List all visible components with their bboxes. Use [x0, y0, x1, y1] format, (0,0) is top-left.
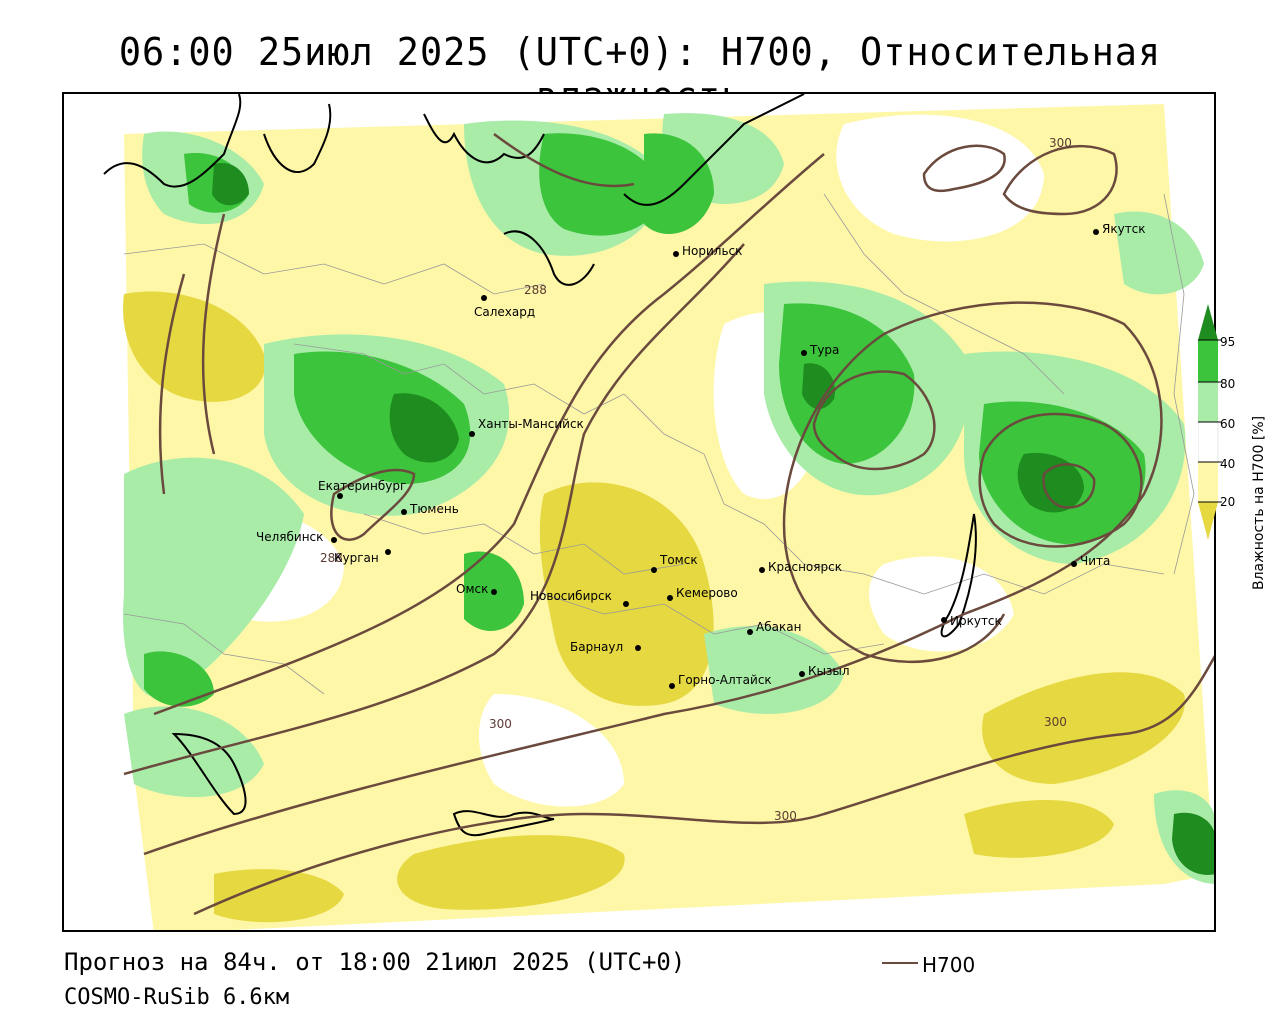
city-irkutsk: Иркутск — [941, 614, 1002, 628]
city-kemerovo: Кемерово — [667, 586, 738, 601]
city-label: Кызыл — [808, 664, 850, 678]
colorbar-title: Влажность на H700 [%] — [1251, 416, 1267, 590]
h700-legend-label: H700 — [922, 953, 976, 977]
h700-legend-line — [882, 962, 918, 964]
city-kurgan: Курган — [334, 549, 391, 565]
colorbar-band-80 — [1198, 382, 1218, 422]
colorbar-tick: 95 — [1220, 335, 1235, 349]
colorbar-bottom-arrow — [1198, 502, 1218, 540]
colorbar-tick: 40 — [1220, 457, 1235, 471]
city-label: Норильск — [682, 244, 742, 258]
city-tyumen: Тюмень — [401, 502, 459, 516]
city-label: Красноярск — [768, 560, 842, 574]
city-yekaterinburg: Екатеринбург — [318, 479, 406, 499]
city-barnaul: Барнаул — [570, 640, 641, 654]
humidity-colorbar: 95 80 60 40 20 Влажность на H700 [%] — [1198, 304, 1267, 590]
city-chelyabinsk: Челябинск — [256, 530, 337, 544]
city-khanty-mansiysk: Ханты-Мансийск — [469, 417, 584, 437]
city-kyzyl: Кызыл — [799, 664, 850, 678]
humidity-map: 288 288 300 300 300 300 Якутск Норильск … — [103, 94, 1214, 930]
contour-label: 288 — [320, 551, 343, 565]
colorbar-tick: 60 — [1220, 417, 1235, 431]
map-area: 288 288 300 300 300 300 Якутск Норильск … — [62, 92, 1216, 932]
contour-label: 288 — [524, 283, 547, 297]
city-label: Ханты-Мансийск — [478, 417, 584, 431]
boundaries — [123, 193, 1195, 695]
city-label: Иркутск — [950, 614, 1002, 628]
city-label: Салехард — [474, 305, 535, 319]
contour-label: 300 — [1049, 136, 1072, 150]
city-label: Чита — [1080, 554, 1110, 568]
city-krasnoyarsk: Красноярск — [759, 560, 842, 574]
city-label: Абакан — [756, 620, 801, 634]
city-label: Горно-Алтайск — [678, 673, 772, 687]
cities: Якутск Норильск Салехард Тура Ханты-Манс… — [256, 222, 1146, 689]
city-abakan: Абакан — [747, 620, 801, 635]
colorbar-tick: 80 — [1220, 377, 1235, 391]
city-label: Курган — [334, 551, 379, 565]
saturated-areas — [212, 163, 1214, 875]
colorbar-band-60 — [1198, 421, 1219, 463]
colorbar-band-95 — [1198, 340, 1218, 382]
city-label: Томск — [659, 553, 698, 567]
city-norilsk: Норильск — [673, 244, 742, 258]
city-gorno-altaysk: Горно-Алтайск — [669, 673, 772, 689]
mid-humidity-areas — [180, 114, 1044, 807]
city-yakutsk: Якутск — [1093, 222, 1146, 236]
city-label: Новосибирск — [530, 589, 612, 603]
colorbar-band-40 — [1198, 462, 1218, 502]
colorbar-top-arrow — [1198, 304, 1218, 340]
city-tura: Тура — [801, 343, 839, 357]
dry-areas — [123, 291, 1185, 923]
city-label: Якутск — [1102, 222, 1146, 236]
city-novosibirsk: Новосибирск — [530, 589, 629, 607]
h700-contours — [123, 132, 1214, 916]
city-label: Омск — [456, 582, 488, 596]
city-label: Кемерово — [676, 586, 738, 600]
city-salekhard: Салехард — [474, 295, 535, 319]
city-label: Тюмень — [409, 502, 459, 516]
city-label: Барнаул — [570, 640, 623, 654]
contour-label: 300 — [1044, 715, 1067, 729]
contour-label: 300 — [774, 809, 797, 823]
forecast-info: Прогноз на 84ч. от 18:00 21июл 2025 (UTC… — [64, 948, 686, 976]
city-omsk: Омск — [456, 582, 497, 596]
colorbar-tick: 20 — [1220, 495, 1235, 509]
contour-labels: 288 288 300 300 300 300 — [320, 136, 1072, 823]
city-tomsk: Томск — [651, 553, 698, 573]
city-chita: Чита — [1071, 554, 1110, 568]
city-label: Тура — [809, 343, 839, 357]
city-label: Екатеринбург — [318, 479, 406, 493]
city-label: Челябинск — [256, 530, 323, 544]
model-name: COSMO-RuSib 6.6км — [64, 985, 290, 1010]
contour-label: 300 — [489, 717, 512, 731]
